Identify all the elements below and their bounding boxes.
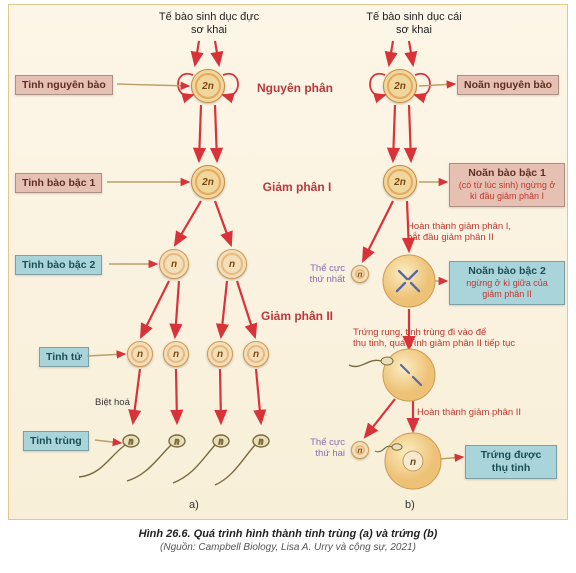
label-fertilized-egg: Trứng được thụ tinh <box>465 445 557 479</box>
polar-body-1: Thể cựcthứ nhất <box>297 263 345 285</box>
note-complete-m1: Hoàn thành giảm phân I,bắt đầu giảm phân… <box>407 221 557 244</box>
cell-spermatid-2: n <box>163 341 189 367</box>
note-complete-m2: Hoàn thành giảm phân II <box>417 407 567 418</box>
cell-polar-body-2: n <box>351 441 369 459</box>
cell-n-text: n <box>229 259 235 270</box>
cell-2n-text: 2n <box>394 177 406 188</box>
header-male-text: Tế bào sinh dục đựcsơ khai <box>159 11 259 36</box>
label-fertilized-egg-l2: thụ tinh <box>472 462 550 475</box>
cell-2n-text: 2n <box>202 81 214 92</box>
label-secondary-oocyte-l2: ngừng ở kì giữa củagiảm phân II <box>456 278 558 301</box>
svg-text:n: n <box>259 437 264 446</box>
stage-meiosis1: Giảm phân I <box>249 180 345 194</box>
svg-text:n: n <box>410 457 416 468</box>
label-secondary-spermatocyte: Tinh bào bậc 2 <box>15 255 102 275</box>
stage-meiosis2-text: Giảm phân II <box>261 309 333 323</box>
diagram-panel: Tế bào sinh dục đựcsơ khai Tế bào sinh d… <box>8 4 568 520</box>
label-spermatid: Tinh tử <box>39 347 89 367</box>
header-male: Tế bào sinh dục đựcsơ khai <box>139 11 279 37</box>
cell-spermatogonium: 2n <box>191 69 225 103</box>
cell-primary-oocyte: 2n <box>383 165 417 199</box>
label-primary-oocyte-l2: (có từ lúc sinh) ngừng ởkì đầu giảm phân… <box>456 180 558 203</box>
cell-n-text: n <box>217 349 223 360</box>
label-spermatozoon: Tinh trùng <box>23 431 89 451</box>
cell-n-text: n <box>137 349 143 360</box>
cell-2n-text: 2n <box>394 81 406 92</box>
label-secondary-oocyte: Noãn bào bậc 2 ngừng ở kì giữa củagiảm p… <box>449 261 565 305</box>
stage-mitosis: Nguyên phân <box>247 81 343 95</box>
figure-root: Tế bào sinh dục đựcsơ khai Tế bào sinh d… <box>0 0 576 573</box>
cell-secondary-spermatocyte-1: n <box>159 249 189 279</box>
polar-body-2: Thể cựcthứ hai <box>297 437 345 459</box>
cell-n-text: n <box>253 349 259 360</box>
cell-secondary-oocyte <box>383 255 435 307</box>
svg-text:n: n <box>129 437 134 446</box>
figure-caption: Hình 26.6. Quá trình hình thành tinh trù… <box>0 528 576 553</box>
label-secondary-oocyte-l1: Noãn bào bậc 2 <box>456 265 558 278</box>
label-fertilized-egg-l1: Trứng được <box>472 449 550 462</box>
cell-spermatid-3: n <box>207 341 233 367</box>
sublabel-b: b) <box>405 499 415 511</box>
cell-spermatid-1: n <box>127 341 153 367</box>
cell-oogonium: 2n <box>383 69 417 103</box>
cell-fertilized-egg: n <box>375 433 441 489</box>
note-differentiation: Biệt hoá <box>95 397 130 408</box>
stage-mitosis-text: Nguyên phân <box>257 81 333 95</box>
header-female: Tế bào sinh dục cáisơ khai <box>339 11 489 37</box>
cell-n-text: n <box>358 446 363 455</box>
cell-primary-spermatocyte: 2n <box>191 165 225 199</box>
cell-spermatid-4: n <box>243 341 269 367</box>
label-primary-oocyte-l1: Noãn bào bậc 1 <box>456 167 558 180</box>
stage-meiosis2: Giảm phân II <box>249 309 345 323</box>
cell-n-text: n <box>171 259 177 270</box>
label-oogonium: Noãn nguyên bào <box>457 75 559 95</box>
cell-polar-body-1: n <box>351 265 369 283</box>
cell-dividing-oocyte <box>349 349 435 401</box>
stage-meiosis1-text: Giảm phân I <box>263 180 332 194</box>
cell-n-text: n <box>358 270 363 279</box>
label-spermatogonium: Tinh nguyên bào <box>15 75 113 95</box>
note-ovulation: Trứng rụng, tinh trùng đi vào đểthụ tinh… <box>353 327 559 350</box>
svg-text:n: n <box>219 437 224 446</box>
cell-2n-text: 2n <box>202 177 214 188</box>
cell-secondary-spermatocyte-2: n <box>217 249 247 279</box>
svg-text:n: n <box>175 437 180 446</box>
header-female-text: Tế bào sinh dục cáisơ khai <box>366 11 461 36</box>
label-primary-spermatocyte: Tinh bào bậc 1 <box>15 173 102 193</box>
caption-source: (Nguồn: Campbell Biology, Lisa A. Urry v… <box>0 542 576 553</box>
cell-n-text: n <box>173 349 179 360</box>
caption-title: Hình 26.6. Quá trình hình thành tinh trù… <box>0 528 576 540</box>
sperm-group: n n n n <box>79 435 269 485</box>
sublabel-a: a) <box>189 499 199 511</box>
label-primary-oocyte: Noãn bào bậc 1 (có từ lúc sinh) ngừng ởk… <box>449 163 565 207</box>
